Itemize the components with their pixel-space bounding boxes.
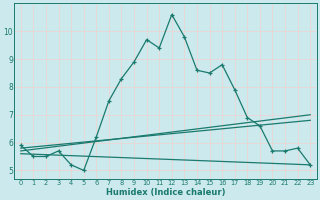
X-axis label: Humidex (Indice chaleur): Humidex (Indice chaleur)	[106, 188, 225, 197]
